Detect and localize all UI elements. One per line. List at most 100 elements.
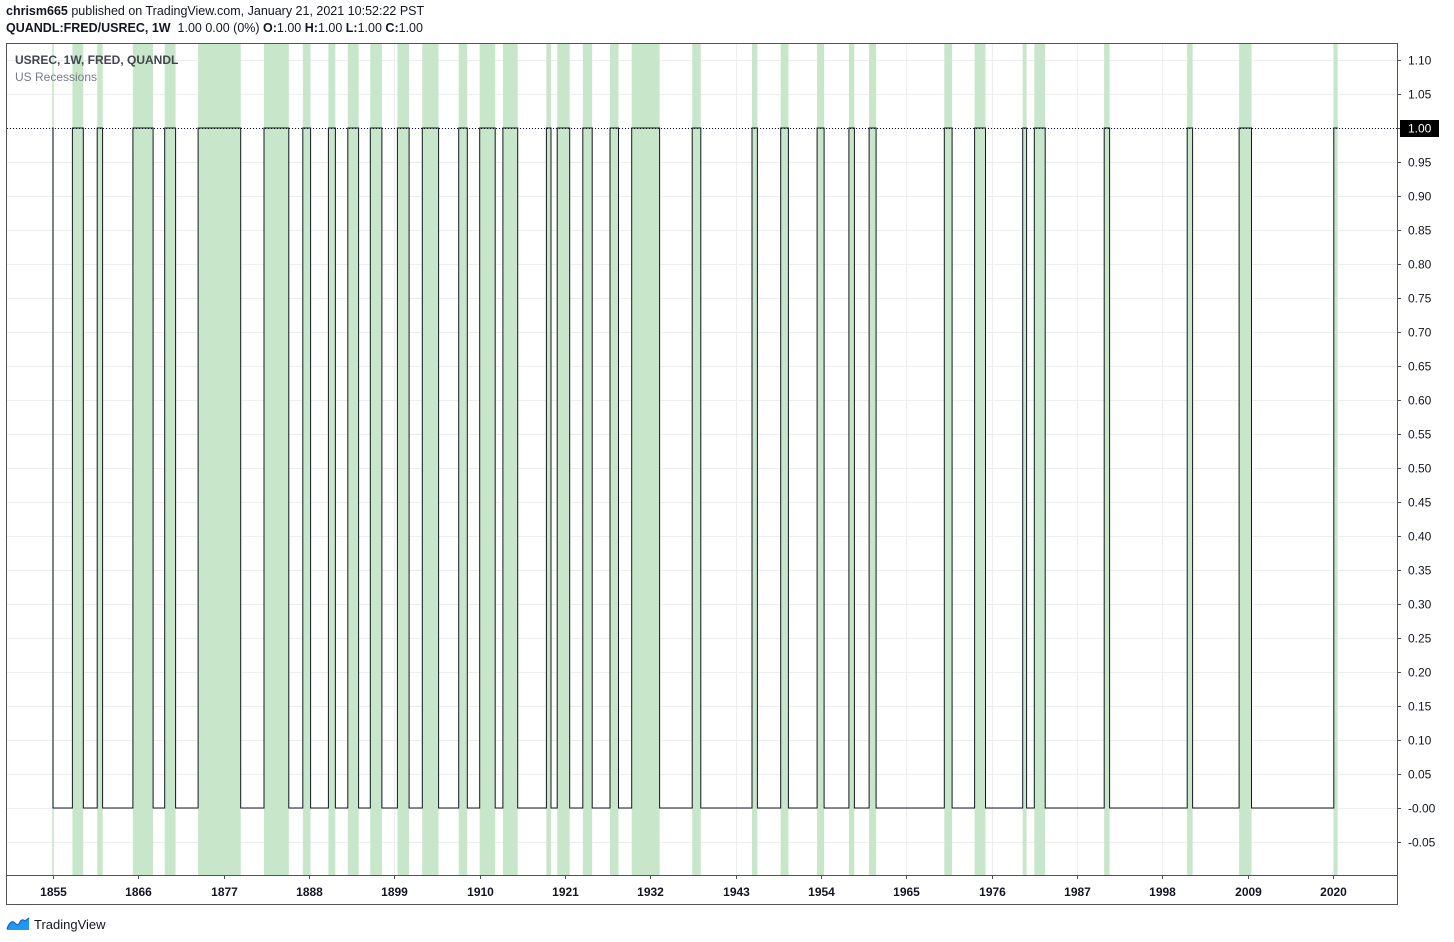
recession-band[interactable]: [869, 44, 877, 875]
recession-band[interactable]: [458, 44, 468, 875]
recession-band[interactable]: [97, 44, 103, 875]
ohlc-label: L:: [345, 21, 358, 35]
last-value-text: 1.00: [1408, 122, 1432, 136]
x-tick-label: 1866: [125, 885, 152, 899]
published-text: published on TradingView.com, January 21…: [71, 4, 425, 18]
time-axis-frame: [6, 875, 1398, 905]
recession-band[interactable]: [582, 44, 593, 875]
recession-band[interactable]: [974, 44, 986, 875]
y-tick-label: 0.05: [1408, 768, 1432, 782]
y-tick-label: 1.05: [1408, 88, 1432, 102]
y-tick-label: 0.25: [1408, 632, 1432, 646]
recession-band[interactable]: [1104, 44, 1110, 875]
y-tick-label: 0.70: [1408, 326, 1432, 340]
time-axis[interactable]: 1855 1866 1877 1888 1899 1910 1921 1932 1943 1954…: [40, 875, 1347, 899]
recession-band[interactable]: [780, 44, 789, 875]
last-value-label: 1.00: [1400, 120, 1439, 137]
recession-band[interactable]: [397, 44, 410, 875]
recession-band[interactable]: [302, 44, 311, 875]
x-tick-label: 1998: [1149, 885, 1176, 899]
recession-band[interactable]: [817, 44, 825, 875]
x-tick-label: 1899: [381, 885, 408, 899]
y-tick-label: 0.60: [1408, 394, 1432, 408]
y-tick-label: 0.45: [1408, 496, 1432, 510]
ohlc-item: O:1.00: [263, 21, 301, 35]
tradingview-brand-text: TradingView: [34, 916, 106, 932]
recession-bands: [52, 44, 1338, 875]
y-tick-label: -0.05: [1408, 836, 1436, 850]
recession-band[interactable]: [1022, 44, 1027, 875]
recession-band[interactable]: [502, 44, 518, 875]
x-tick-label: 1987: [1064, 885, 1091, 899]
ohlc-value: 1.00: [357, 21, 382, 35]
recession-band[interactable]: [557, 44, 570, 875]
x-tick-label: 1965: [893, 885, 920, 899]
recession-band[interactable]: [848, 44, 855, 875]
symbol-line: QUANDL:FRED/USREC, 1W 1.00 0.00 (0%) O:1…: [6, 21, 423, 35]
symbol-name[interactable]: QUANDL:FRED/USREC, 1W: [6, 21, 171, 35]
x-tick-label: 2020: [1320, 885, 1347, 899]
legend-title[interactable]: USREC, 1W, FRED, QUANDL: [15, 53, 179, 67]
recession-band[interactable]: [751, 44, 758, 875]
tradingview-logo-icon: [6, 917, 30, 930]
recession-band[interactable]: [164, 44, 176, 875]
ohlc-label: O:: [263, 21, 277, 35]
recession-band[interactable]: [370, 44, 382, 875]
y-tick-label: 0.20: [1408, 666, 1432, 680]
legend-subtitle: US Recessions: [15, 70, 98, 84]
recession-band[interactable]: [1034, 44, 1046, 875]
y-tick-label: 0.15: [1408, 700, 1432, 714]
recession-band[interactable]: [631, 44, 660, 875]
x-tick-label: 1921: [552, 885, 579, 899]
y-tick-label: 0.85: [1408, 224, 1432, 238]
y-tick-label: 0.55: [1408, 428, 1432, 442]
y-tick-label: 0.90: [1408, 190, 1432, 204]
x-tick-label: 1932: [637, 885, 664, 899]
recession-band[interactable]: [1187, 44, 1193, 875]
recession-band[interactable]: [132, 44, 154, 875]
y-tick-label: 0.40: [1408, 530, 1432, 544]
ohlc-value: 1.00: [398, 21, 423, 35]
tradingview-brand[interactable]: TradingView: [6, 914, 106, 934]
recession-band[interactable]: [72, 44, 84, 875]
ohlc-label: C:: [385, 21, 399, 35]
ohlc-value: 1.00: [317, 21, 343, 35]
recession-band[interactable]: [264, 44, 289, 875]
ohlc-value: 1.00: [276, 21, 302, 35]
ohlc-label: H:: [304, 21, 318, 35]
y-tick-label: 0.65: [1408, 360, 1432, 374]
y-tick-label: 0.95: [1408, 156, 1432, 170]
y-tick-label: -0.00: [1408, 802, 1436, 816]
ohlc-item: L:1.00: [346, 21, 382, 35]
x-tick-label: 1910: [467, 885, 494, 899]
recession-band[interactable]: [1333, 44, 1338, 875]
y-tick-label: 0.80: [1408, 258, 1432, 272]
x-tick-label: 1943: [723, 885, 750, 899]
y-tick-label: 0.10: [1408, 734, 1432, 748]
last-value-box: [1400, 120, 1439, 137]
y-tick-label: 1.10: [1408, 54, 1432, 68]
price-summary: 1.00 0.00 (0%): [177, 21, 260, 35]
recession-band[interactable]: [692, 44, 701, 875]
price-axis[interactable]: 1.10 1.05 1.00 0.95 0.90 0.85 0.80 0.75 0.70 0.65…: [1397, 54, 1436, 850]
recession-band[interactable]: [347, 44, 359, 875]
recession-band[interactable]: [546, 44, 552, 875]
ohlc-item: H:1.00: [305, 21, 343, 35]
usrec-step-line[interactable]: [52, 127, 1338, 809]
x-tick-label: 1976: [979, 885, 1006, 899]
recession-band[interactable]: [422, 44, 439, 875]
x-tick-label: 1888: [296, 885, 323, 899]
recession-band[interactable]: [944, 44, 953, 875]
publish-line: chrism665 published on TradingView.com, …: [6, 4, 424, 18]
author-name[interactable]: chrism665: [6, 4, 68, 18]
y-tick-label: 0.35: [1408, 564, 1432, 578]
ohlc-values: O:1.00 H:1.00 L:1.00 C:1.00: [263, 21, 423, 35]
y-tick-label: 0.50: [1408, 462, 1432, 476]
recession-band[interactable]: [1239, 44, 1252, 875]
recession-band[interactable]: [198, 44, 241, 875]
recession-band[interactable]: [479, 44, 496, 875]
recession-band[interactable]: [609, 44, 619, 875]
recession-band[interactable]: [328, 44, 336, 875]
x-tick-label: 1855: [40, 885, 67, 899]
